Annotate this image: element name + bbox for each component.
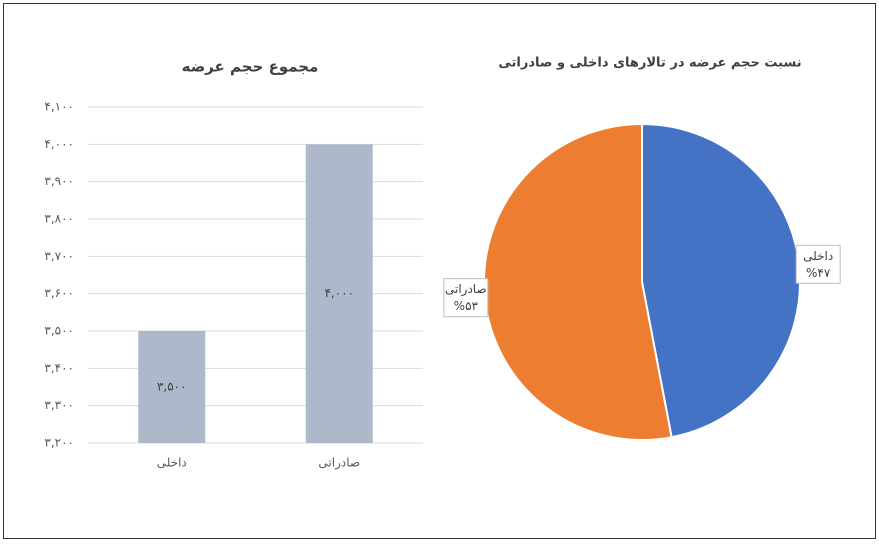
y-tick-label: ۴,۰۰۰: [44, 137, 74, 151]
y-tick-label: ۳,۸۰۰: [44, 212, 74, 226]
slice-label: داخلی: [803, 249, 833, 263]
y-tick-label: ۳,۲۰۰: [44, 436, 74, 450]
bar: [138, 331, 206, 443]
bar: [305, 144, 373, 444]
label-box: [795, 244, 841, 284]
y-tick-label: ۳,۹۰۰: [44, 174, 74, 188]
y-tick-label: ۳,۳۰۰: [44, 398, 74, 412]
y-tick-label: ۳,۷۰۰: [44, 249, 74, 263]
label-box: [443, 278, 489, 318]
y-tick-label: ۳,۶۰۰: [44, 286, 74, 300]
slice-label: صادراتی: [445, 282, 487, 297]
x-tick-label: داخلی: [157, 456, 187, 470]
y-tick-label: ۴,۱۰۰: [44, 100, 74, 114]
slice-value: %۴۷: [806, 266, 831, 280]
chart-title: مجموع حجم عرضه: [182, 58, 319, 76]
y-tick-label: ۳,۵۰۰: [44, 324, 74, 338]
chart-title: نسبت حجم عرضه در تالارهای داخلی و صادرات…: [498, 56, 801, 71]
data-label: ۳,۵۰۰: [157, 380, 187, 394]
x-tick-label: صادراتی: [318, 456, 360, 471]
slice-value: %۵۳: [454, 299, 479, 313]
y-tick-label: ۳,۴۰۰: [44, 361, 74, 375]
data-label: ۴,۰۰۰: [324, 286, 354, 300]
